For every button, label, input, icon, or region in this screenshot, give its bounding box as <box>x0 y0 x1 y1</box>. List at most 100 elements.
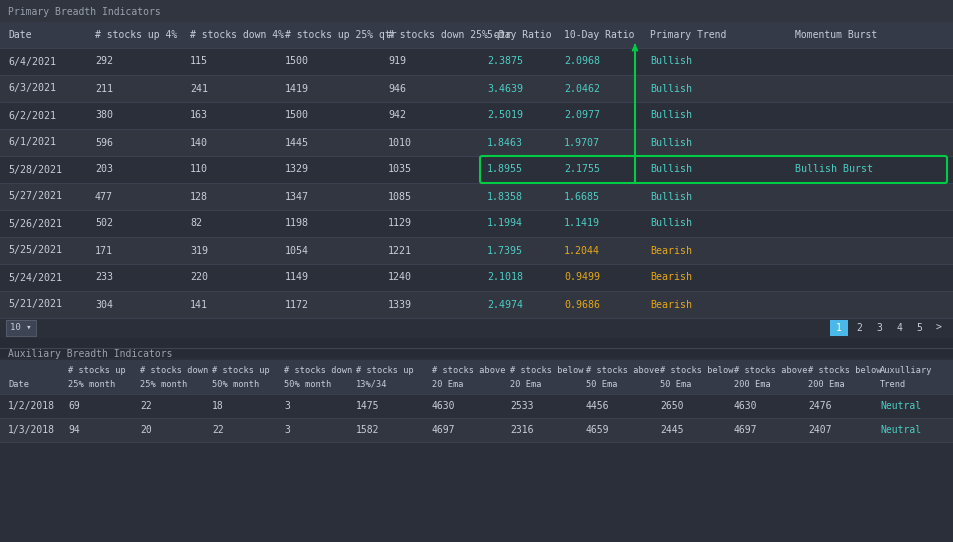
Text: Bullish: Bullish <box>649 56 691 67</box>
Text: # stocks up 25% qtr: # stocks up 25% qtr <box>285 30 396 40</box>
Text: # stocks up: # stocks up <box>212 366 270 376</box>
Text: Primary Breadth Indicators: Primary Breadth Indicators <box>8 7 161 17</box>
Text: 2.0977: 2.0977 <box>563 111 599 120</box>
Text: 2650: 2650 <box>659 401 682 411</box>
Text: 1500: 1500 <box>285 56 309 67</box>
Text: 292: 292 <box>95 56 112 67</box>
Text: 200 Ema: 200 Ema <box>807 380 843 389</box>
Bar <box>0 22 953 48</box>
Bar <box>0 102 953 129</box>
Text: 22: 22 <box>140 401 152 411</box>
Text: 5/25/2021: 5/25/2021 <box>8 246 62 255</box>
Text: 1035: 1035 <box>388 165 412 175</box>
Bar <box>0 264 953 291</box>
Text: Bearish: Bearish <box>649 273 691 282</box>
Text: 82: 82 <box>190 218 202 229</box>
Text: 3.4639: 3.4639 <box>486 83 522 94</box>
Text: 6/2/2021: 6/2/2021 <box>8 111 56 120</box>
Text: 3: 3 <box>284 401 290 411</box>
Text: Bullish: Bullish <box>649 218 691 229</box>
Bar <box>0 129 953 156</box>
Text: 1149: 1149 <box>285 273 309 282</box>
Text: 115: 115 <box>190 56 208 67</box>
Text: 241: 241 <box>190 83 208 94</box>
Text: 13%/34: 13%/34 <box>355 380 387 389</box>
Bar <box>0 75 953 102</box>
Text: 3: 3 <box>284 425 290 435</box>
Text: 3: 3 <box>875 323 881 333</box>
Text: # stocks below: # stocks below <box>659 366 733 376</box>
Bar <box>0 418 953 442</box>
Text: 5/27/2021: 5/27/2021 <box>8 191 62 202</box>
Text: 2476: 2476 <box>807 401 831 411</box>
Text: # stocks below: # stocks below <box>807 366 881 376</box>
Text: 2.1018: 2.1018 <box>486 273 522 282</box>
Bar <box>0 156 953 183</box>
Text: Bullish Burst: Bullish Burst <box>794 165 872 175</box>
Text: 171: 171 <box>95 246 112 255</box>
Text: 2445: 2445 <box>659 425 682 435</box>
Text: 1/2/2018: 1/2/2018 <box>8 401 55 411</box>
Text: 25% month: 25% month <box>140 380 187 389</box>
Text: 18: 18 <box>212 401 224 411</box>
Text: # stocks down: # stocks down <box>284 366 352 376</box>
Text: 1240: 1240 <box>388 273 412 282</box>
Text: 2.0462: 2.0462 <box>563 83 599 94</box>
Text: # stocks above: # stocks above <box>585 366 659 376</box>
Text: 94: 94 <box>68 425 80 435</box>
Text: >: > <box>935 323 941 333</box>
Text: 2.4974: 2.4974 <box>486 300 522 309</box>
Text: 1582: 1582 <box>355 425 379 435</box>
Text: # stocks down 25% qtr: # stocks down 25% qtr <box>388 30 511 40</box>
Text: 1.8358: 1.8358 <box>486 191 522 202</box>
Bar <box>6 320 36 336</box>
Text: 1339: 1339 <box>388 300 412 309</box>
Bar <box>0 394 953 418</box>
Text: 5/26/2021: 5/26/2021 <box>8 218 62 229</box>
Text: # stocks below: # stocks below <box>510 366 583 376</box>
Text: 211: 211 <box>95 83 112 94</box>
Text: 50 Ema: 50 Ema <box>659 380 691 389</box>
Text: # stocks up: # stocks up <box>68 366 126 376</box>
Text: 2316: 2316 <box>510 425 533 435</box>
Text: 163: 163 <box>190 111 208 120</box>
Text: Primary Trend: Primary Trend <box>649 30 725 40</box>
Text: 220: 220 <box>190 273 208 282</box>
Text: 0.9686: 0.9686 <box>563 300 599 309</box>
Bar <box>0 360 953 394</box>
Bar <box>0 237 953 264</box>
Text: Bullish: Bullish <box>649 165 691 175</box>
Text: 4697: 4697 <box>432 425 455 435</box>
Text: 6/3/2021: 6/3/2021 <box>8 83 56 94</box>
Text: 1445: 1445 <box>285 138 309 147</box>
Bar <box>0 183 953 210</box>
Text: Neutral: Neutral <box>879 401 921 411</box>
Bar <box>0 210 953 237</box>
Text: 4697: 4697 <box>733 425 757 435</box>
Text: 1: 1 <box>835 323 841 333</box>
Text: 50% month: 50% month <box>284 380 331 389</box>
Text: 20 Ema: 20 Ema <box>510 380 541 389</box>
Text: # stocks above: # stocks above <box>432 366 505 376</box>
Text: 50% month: 50% month <box>212 380 259 389</box>
Text: 6/1/2021: 6/1/2021 <box>8 138 56 147</box>
Text: 1129: 1129 <box>388 218 412 229</box>
Text: 2407: 2407 <box>807 425 831 435</box>
Text: 1054: 1054 <box>285 246 309 255</box>
Text: Bearish: Bearish <box>649 300 691 309</box>
Bar <box>0 318 953 338</box>
Text: 6/4/2021: 6/4/2021 <box>8 56 56 67</box>
Text: 2533: 2533 <box>510 401 533 411</box>
Text: 4: 4 <box>895 323 901 333</box>
Text: 5/21/2021: 5/21/2021 <box>8 300 62 309</box>
Text: 4630: 4630 <box>733 401 757 411</box>
Text: 50 Ema: 50 Ema <box>585 380 617 389</box>
Text: Bullish: Bullish <box>649 138 691 147</box>
Text: Bullish: Bullish <box>649 111 691 120</box>
Text: # stocks above: # stocks above <box>733 366 806 376</box>
Text: Bearish: Bearish <box>649 246 691 255</box>
Text: 10 ▾: 10 ▾ <box>10 324 31 332</box>
Text: Auxiliary Breadth Indicators: Auxiliary Breadth Indicators <box>8 349 172 359</box>
Text: # stocks up 4%: # stocks up 4% <box>95 30 177 40</box>
Text: 380: 380 <box>95 111 112 120</box>
